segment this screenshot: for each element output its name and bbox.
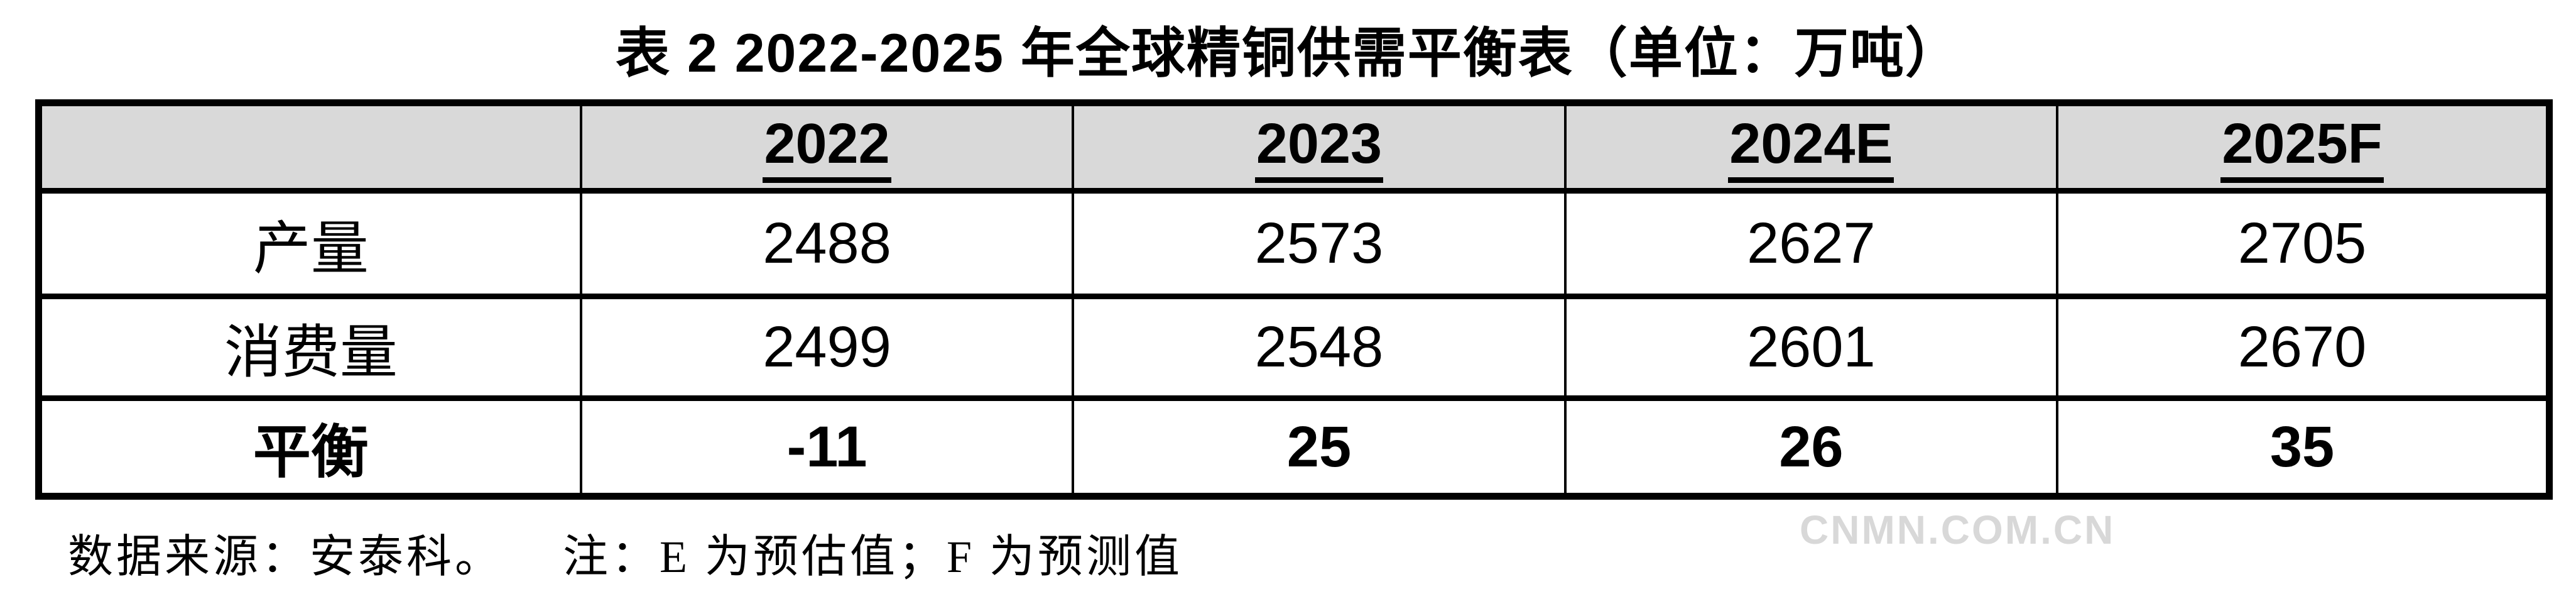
cnmn-watermark: CNMN.COM.CN [1800, 507, 2116, 553]
row-label-production: 产量 [37, 188, 582, 299]
data-source-note: 数据来源：安泰科。 [68, 532, 504, 582]
balance-2023: 25 [1072, 395, 1567, 499]
header-cell-2025f: 2025F [2056, 100, 2551, 194]
consumption-2024e: 2601 [1563, 294, 2059, 401]
table-row-production: 产量 2488 2573 2627 2705 [37, 188, 2551, 299]
header-cell-2024e: 2024E [1563, 100, 2059, 194]
table-row-consumption: 消费量 2499 2548 2601 2670 [37, 294, 2551, 401]
header-cell-2022: 2022 [579, 100, 1075, 194]
header-label: 2025F [2220, 116, 2384, 183]
header-cell-empty [37, 100, 582, 194]
header-label: 2023 [1254, 116, 1384, 183]
row-label-consumption: 消费量 [37, 294, 582, 401]
balance-2022: -11 [579, 395, 1075, 499]
production-2023: 2573 [1072, 188, 1567, 299]
consumption-2025f: 2670 [2056, 294, 2551, 401]
header-label: 2022 [763, 116, 891, 183]
table-title: 表 2 2022-2025 年全球精铜供需平衡表（单位：万吨） [616, 23, 1960, 84]
production-2022: 2488 [579, 188, 1075, 299]
balance-2025f: 35 [2056, 395, 2551, 499]
consumption-2022: 2499 [579, 294, 1075, 401]
row-label-balance: 平衡 [37, 395, 582, 499]
balance-2024e: 26 [1563, 395, 2059, 499]
supply-demand-table: 2022 2023 2024E 2025F 产量 2488 2573 2627 … [35, 99, 2553, 500]
footnote: 数据来源：安泰科。 注：E 为预估值；F 为预测值 [68, 519, 1183, 585]
header-cell-2023: 2023 [1072, 100, 1567, 194]
production-2025f: 2705 [2056, 188, 2551, 299]
estimate-note: 注：E 为预估值；F 为预测值 [563, 532, 1183, 582]
production-2024e: 2627 [1563, 188, 2059, 299]
consumption-2023: 2548 [1072, 294, 1567, 401]
table-row-balance: 平衡 -11 25 26 35 [37, 395, 2551, 499]
header-label: 2024E [1728, 116, 1894, 183]
header-row: 2022 2023 2024E 2025F [37, 100, 2551, 194]
